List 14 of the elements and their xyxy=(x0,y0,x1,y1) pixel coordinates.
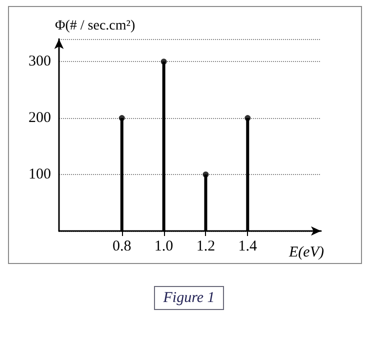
point xyxy=(160,58,167,65)
x-tick-label: 1.0 xyxy=(154,238,174,254)
x-tick-label: 1.4 xyxy=(238,238,258,254)
point xyxy=(244,115,251,122)
y-tick-label: 100 xyxy=(28,166,51,183)
x-axis-title: E(eV) xyxy=(288,244,324,260)
x-tick-label: 1.2 xyxy=(196,238,216,254)
y-tick-label: 200 xyxy=(28,110,51,126)
x-tick-label: 0.8 xyxy=(112,238,132,254)
point xyxy=(202,172,209,178)
caption: Figure 1 xyxy=(154,286,224,310)
y-axis-title: Φ(# / sec.cm²) xyxy=(55,18,136,34)
point xyxy=(118,115,125,122)
y-tick-label: 300 xyxy=(28,54,51,70)
